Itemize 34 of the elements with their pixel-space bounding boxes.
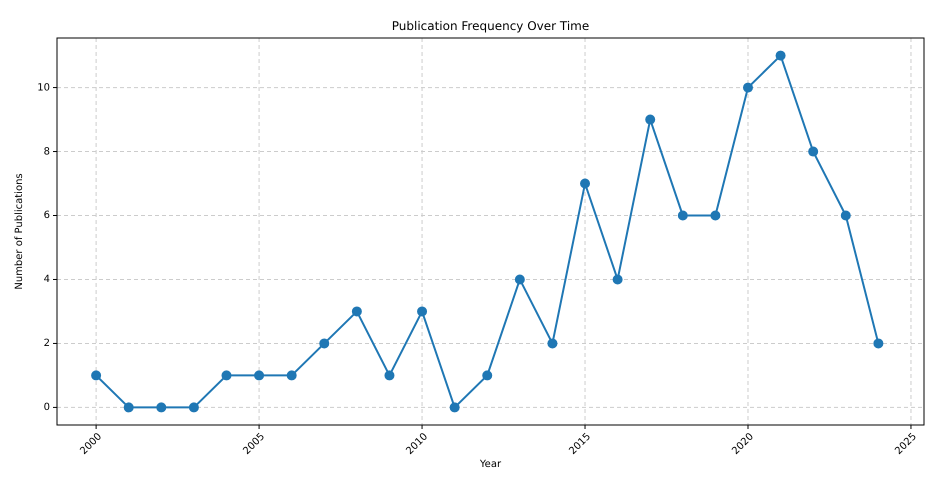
point xyxy=(124,402,134,412)
point xyxy=(450,402,460,412)
point xyxy=(742,82,753,93)
point xyxy=(514,274,525,284)
point xyxy=(710,210,720,221)
point xyxy=(352,306,362,316)
point xyxy=(547,338,558,348)
y-tick-label: 8 xyxy=(44,146,50,158)
y-tick-label: 6 xyxy=(44,210,50,222)
point xyxy=(188,402,199,412)
point xyxy=(840,210,851,221)
point xyxy=(384,370,394,380)
point xyxy=(221,370,232,380)
chart-title: Publication Frequency Over Time xyxy=(392,19,590,33)
x-axis-title: Year xyxy=(478,459,502,470)
y-tick-label: 10 xyxy=(37,82,50,94)
point xyxy=(678,210,688,221)
point xyxy=(580,178,590,189)
point xyxy=(254,370,264,380)
point xyxy=(612,274,623,284)
point xyxy=(319,338,330,348)
point xyxy=(873,338,884,348)
point xyxy=(808,146,818,157)
y-tick-label: 0 xyxy=(44,402,50,414)
point xyxy=(156,402,166,412)
point xyxy=(286,370,297,380)
point xyxy=(645,114,656,125)
y-tick-label: 4 xyxy=(44,274,50,286)
y-axis-title: Number of Publications xyxy=(14,173,25,290)
point xyxy=(91,370,102,380)
y-tick-label: 2 xyxy=(44,338,50,350)
point xyxy=(482,370,492,380)
point xyxy=(417,306,428,316)
point xyxy=(776,50,786,61)
